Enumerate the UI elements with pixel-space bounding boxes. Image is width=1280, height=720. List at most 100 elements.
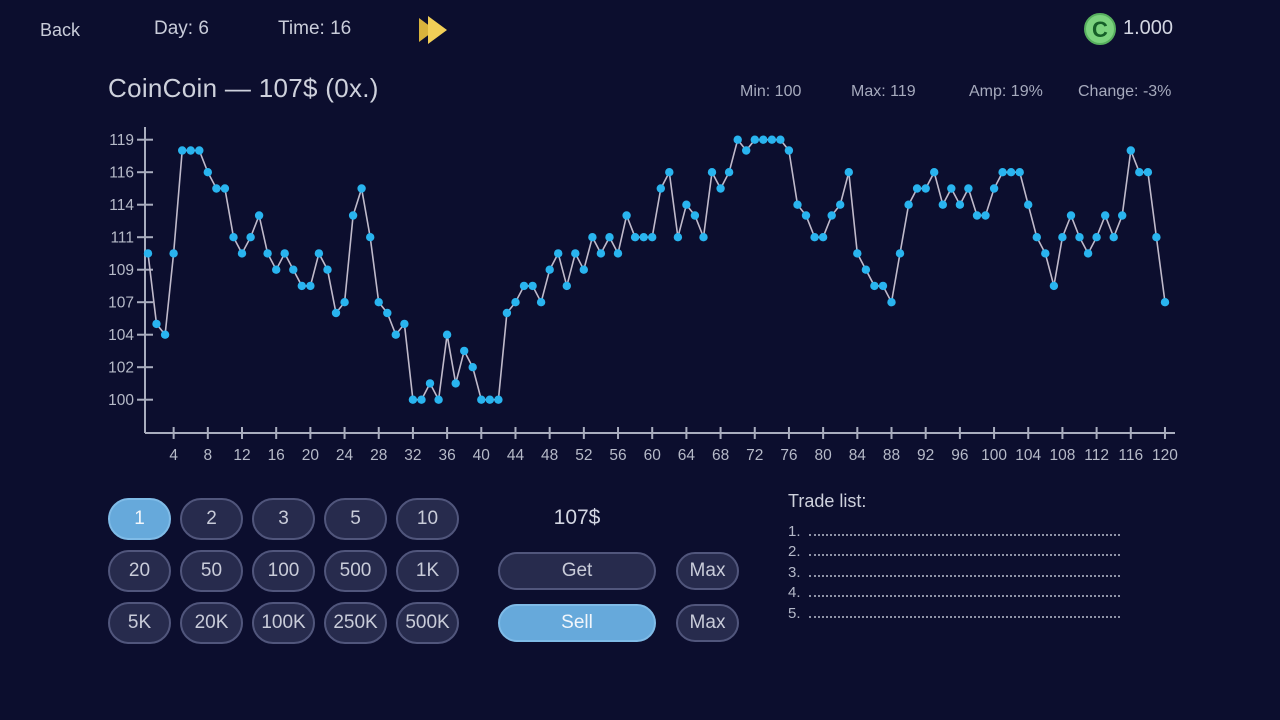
- price-point: [613, 249, 623, 258]
- price-point: [229, 233, 238, 242]
- x-axis-label: 84: [849, 447, 867, 464]
- price-point: [434, 395, 443, 404]
- price-point: [1024, 200, 1033, 209]
- price-point: [1092, 233, 1101, 242]
- price-point: [827, 211, 836, 220]
- y-axis-label: 104: [108, 327, 134, 344]
- trade-list-title: Trade list:: [788, 491, 867, 511]
- get-max-button[interactable]: Max: [676, 552, 739, 590]
- price-point: [776, 135, 785, 144]
- trade-list-row-number: 2.: [788, 543, 801, 560]
- price-point: [374, 298, 383, 307]
- price-point: [1032, 233, 1041, 242]
- x-axis-label: 100: [981, 447, 1007, 464]
- price-point: [562, 281, 571, 291]
- price-point: [348, 211, 358, 220]
- price-point: [186, 146, 195, 155]
- price-point: [1066, 211, 1076, 220]
- amount-button-500k[interactable]: 500K: [396, 602, 459, 644]
- amount-row: 5K 20K 100K 250K 500K: [108, 602, 468, 644]
- trade-list-row: 4.: [788, 581, 1120, 601]
- amount-button-20[interactable]: 20: [108, 550, 171, 592]
- price-point: [477, 395, 486, 404]
- price-point: [972, 211, 982, 220]
- price-point: [1109, 233, 1118, 242]
- price-point: [682, 200, 691, 209]
- price-point: [1143, 168, 1153, 177]
- amount-button-5[interactable]: 5: [324, 498, 387, 540]
- price-point: [904, 200, 913, 209]
- amount-button-50[interactable]: 50: [180, 550, 243, 592]
- amount-button-3[interactable]: 3: [252, 498, 315, 540]
- trade-list-row: 5.: [788, 601, 1120, 622]
- price-point: [366, 233, 375, 242]
- y-axis-label: 116: [109, 165, 134, 182]
- price-point: [981, 211, 990, 220]
- price-point: [861, 265, 871, 274]
- x-axis-label: 96: [951, 447, 968, 464]
- amount-button-grid: 1 2 3 5 10 20 50 100 500 1K 5K 20K 100K 250K 500K: [108, 498, 468, 644]
- amount-button-10[interactable]: 10: [396, 498, 459, 540]
- x-axis-label: 4: [169, 447, 178, 464]
- price-point: [220, 184, 230, 193]
- price-point: [340, 298, 349, 307]
- price-point: [639, 233, 648, 242]
- price-point: [425, 379, 435, 388]
- trade-list-row-number: 5.: [788, 604, 801, 622]
- amount-button-250k[interactable]: 250K: [324, 602, 387, 644]
- x-axis-label: 8: [204, 447, 213, 464]
- time-label: Time: 16: [278, 18, 352, 39]
- amount-button-5k[interactable]: 5K: [108, 602, 171, 644]
- price-point: [237, 249, 247, 258]
- price-point: [246, 233, 255, 242]
- x-axis-label: 12: [233, 447, 250, 464]
- fast-forward-icon[interactable]: [419, 16, 449, 44]
- current-price: 107$: [553, 506, 601, 529]
- price-point: [579, 265, 588, 274]
- amount-button-20k[interactable]: 20K: [180, 602, 243, 644]
- sell-max-button[interactable]: Max: [676, 604, 739, 642]
- x-axis-label: 104: [1015, 447, 1041, 464]
- y-axis-label: 109: [108, 262, 134, 279]
- price-point: [887, 298, 896, 307]
- price-point: [545, 265, 554, 274]
- stat-max: Max: 119: [851, 83, 916, 100]
- amount-button-1[interactable]: 1: [108, 498, 171, 540]
- price-point: [1075, 233, 1084, 242]
- x-axis-label: 60: [644, 447, 662, 464]
- sell-button[interactable]: Sell: [498, 604, 656, 642]
- price-point: [793, 200, 802, 209]
- get-button[interactable]: Get: [498, 552, 656, 590]
- price-point: [442, 330, 452, 339]
- price-point: [536, 298, 546, 307]
- price-point: [784, 146, 794, 155]
- price-point: [588, 233, 597, 242]
- price-point: [289, 265, 298, 274]
- trade-list-row-dotted-line: [809, 533, 1120, 536]
- x-axis-label: 48: [541, 447, 558, 464]
- x-axis-label: 44: [507, 447, 525, 464]
- amount-button-2[interactable]: 2: [180, 498, 243, 540]
- x-axis-label: 40: [473, 447, 491, 464]
- price-point: [622, 211, 631, 220]
- price-point: [494, 395, 503, 404]
- y-axis-label: 114: [109, 197, 134, 214]
- stat-min: Min: 100: [740, 83, 802, 100]
- price-point: [1160, 298, 1170, 307]
- amount-button-1k[interactable]: 1K: [396, 550, 459, 592]
- back-button[interactable]: Back: [40, 20, 81, 40]
- x-axis-label: 52: [575, 447, 592, 464]
- price-point: [895, 249, 905, 258]
- amount-button-500[interactable]: 500: [324, 550, 387, 592]
- price-point: [818, 233, 828, 242]
- price-point: [759, 135, 768, 144]
- y-axis-label: 107: [108, 295, 134, 312]
- balance-value: 1.000: [1123, 17, 1174, 39]
- price-point: [160, 330, 170, 339]
- price-point: [263, 249, 272, 258]
- trade-list-row: 2.: [788, 540, 1120, 560]
- x-axis-label: 112: [1084, 447, 1109, 464]
- amount-button-100k[interactable]: 100K: [252, 602, 315, 644]
- amount-button-100[interactable]: 100: [252, 550, 315, 592]
- price-point: [605, 233, 614, 242]
